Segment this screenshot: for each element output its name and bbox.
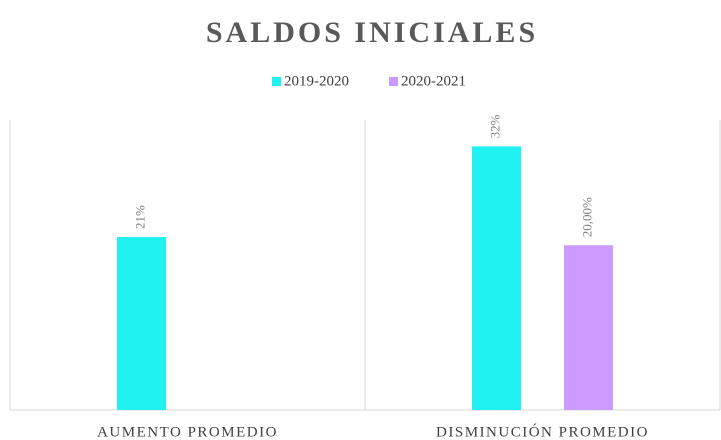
data-label: 21%: [132, 205, 147, 229]
x-tick-label: AUMENTO PROMEDIO: [97, 424, 278, 440]
data-label: 32%: [487, 114, 502, 138]
legend-label: 2019-2020: [284, 73, 349, 89]
chart-title: SALDOS INICIALES: [206, 16, 538, 49]
legend-label: 2020-2021: [401, 73, 466, 89]
x-tick-label: DISMINUCIÓN PROMEDIO: [436, 423, 649, 440]
legend-swatch: [272, 77, 281, 86]
legend-swatch: [389, 77, 398, 86]
data-label: 20,00%: [579, 197, 594, 237]
bar: [564, 245, 613, 410]
bar: [472, 146, 521, 410]
bar: [117, 236, 166, 410]
